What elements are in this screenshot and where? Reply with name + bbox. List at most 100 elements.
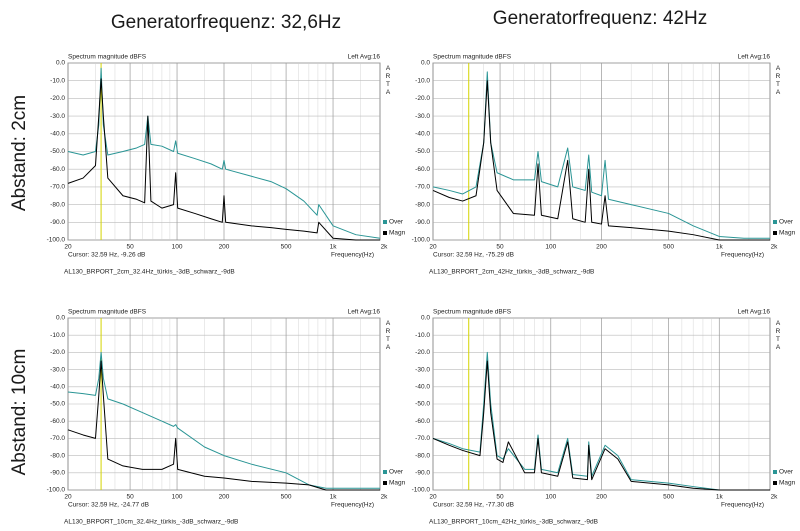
chart-title: Spectrum magnitude dBFS [433,54,512,61]
legend-swatch [383,220,387,224]
x-tick-label: 20 [64,244,72,251]
y-tick-label: -60.0 [415,418,430,425]
legend-swatch [773,470,777,474]
y-tick-label: -80.0 [50,201,65,208]
y-tick-label: -20.0 [50,349,65,356]
y-tick-label: -60.0 [415,166,430,173]
x-tick-label: 50 [496,244,504,251]
panel: 0.0 -10.0 -20.0 -30.0 -40.0 -50.0 -60.0 -70.0 -8… [412,54,796,276]
file-caption: AL130_BRPORT_2cm_32.4Hz_türkis_-3dB_schw… [64,269,235,276]
y-tick-label: -80.0 [415,452,430,459]
panel: 0.0 -10.0 -20.0 -30.0 -40.0 -50.0 -60.0 -70.0 -8… [47,309,406,526]
channel-label: Left Avg:16 [348,54,381,61]
y-tick-label: -20.0 [415,95,430,102]
x-tick-label: 1k [330,494,338,501]
row-label: Abstand: 10cm [9,349,30,476]
brand-label: ARTA [775,320,782,352]
cursor-readout: Cursor: 32.59 Hz, -24.77 dB [68,502,149,509]
x-tick-label: 200 [219,494,230,501]
x-tick-label: 1k [330,244,338,251]
y-tick-label: -100.0 [412,237,431,244]
x-axis-label: Frequency(Hz) [721,252,764,259]
legend-swatch [383,481,387,485]
spectrum-line [67,360,380,491]
channel-label: Left Avg:16 [738,54,771,61]
x-tick-label: 2k [771,244,779,251]
legend-swatch [773,481,777,485]
y-tick-label: 0.0 [56,315,65,322]
legend-swatch [773,231,777,235]
channel-label: Left Avg:16 [348,309,381,316]
channel-label: Left Avg:16 [738,309,771,316]
row-label: Abstand: 2cm [9,95,30,211]
file-caption: AL130_BRPORT_10cm_42Hz_türkis_-3dB_schwa… [429,519,598,526]
x-axis-label: Frequency(Hz) [331,252,374,259]
y-tick-label: -50.0 [50,148,65,155]
x-tick-label: 1k [716,244,724,251]
y-tick-label: -30.0 [50,113,65,120]
x-tick-label: 2k [381,244,389,251]
x-tick-label: 500 [663,494,674,501]
column-header: Generatorfrequenz: 32,6Hz [111,12,341,33]
legend-label: Over [389,219,404,226]
y-tick-label: -60.0 [50,418,65,425]
y-tick-label: -50.0 [50,401,65,408]
spectrum-line [432,80,770,241]
x-tick-label: 20 [64,494,72,501]
file-caption: AL130_BRPORT_2cm_42Hz_türkis_-3dB_schwar… [429,269,594,276]
y-tick-label: -20.0 [415,349,430,356]
legend-label: Over [779,219,794,226]
legend-swatch [383,470,387,474]
chart-title: Spectrum magnitude dBFS [68,309,147,316]
legend-label: Magn [389,230,406,237]
panel: 0.0 -10.0 -20.0 -30.0 -40.0 -50.0 -60.0 -70.0 -8… [412,309,796,526]
chart-title: Spectrum magnitude dBFS [68,54,147,61]
x-tick-label: 200 [596,494,607,501]
y-tick-label: -40.0 [415,131,430,138]
file-caption: AL130_BRPORT_10cm_32.4Hz_türkis_-3dB_sch… [64,519,238,526]
legend-swatch [383,231,387,235]
y-tick-label: -60.0 [50,166,65,173]
y-tick-label: -90.0 [50,219,65,226]
y-tick-label: -40.0 [50,384,65,391]
x-tick-label: 100 [545,244,556,251]
x-tick-label: 2k [771,494,779,501]
y-tick-label: 0.0 [421,60,430,67]
y-tick-label: -80.0 [415,201,430,208]
spectrum-line [432,360,770,491]
brand-label: ARTA [385,320,392,352]
x-tick-label: 500 [281,244,292,251]
y-tick-label: -70.0 [415,435,430,442]
y-tick-label: -40.0 [50,131,65,138]
y-tick-label: -90.0 [50,470,65,477]
y-tick-label: -10.0 [50,332,65,339]
y-tick-label: -90.0 [415,470,430,477]
y-tick-label: -30.0 [50,366,65,373]
x-axis-label: Frequency(Hz) [331,502,374,509]
x-tick-label: 50 [126,244,134,251]
column-header: Generatorfrequenz: 42Hz [493,8,707,29]
legend-label: Magn [389,480,406,487]
x-tick-label: 50 [496,494,504,501]
y-tick-label: -30.0 [415,366,430,373]
x-tick-label: 500 [281,494,292,501]
x-tick-label: 20 [429,494,437,501]
spectrum-line [67,351,380,489]
x-tick-label: 500 [663,244,674,251]
brand-label: ARTA [385,65,392,97]
cursor-readout: Cursor: 32.59 Hz, -9.26 dB [68,252,145,259]
y-tick-label: -70.0 [415,184,430,191]
y-tick-label: -30.0 [415,113,430,120]
y-tick-label: 0.0 [56,60,65,67]
x-tick-label: 100 [172,244,183,251]
x-tick-label: 200 [596,244,607,251]
y-tick-label: -100.0 [47,237,66,244]
y-tick-label: -50.0 [415,148,430,155]
y-tick-label: -70.0 [50,184,65,191]
brand-label: ARTA [775,65,782,97]
cursor-readout: Cursor: 32.59 Hz, -75.29 dB [433,252,514,259]
legend-label: Magn [779,480,796,487]
y-tick-label: -90.0 [415,219,430,226]
y-tick-label: -10.0 [415,332,430,339]
